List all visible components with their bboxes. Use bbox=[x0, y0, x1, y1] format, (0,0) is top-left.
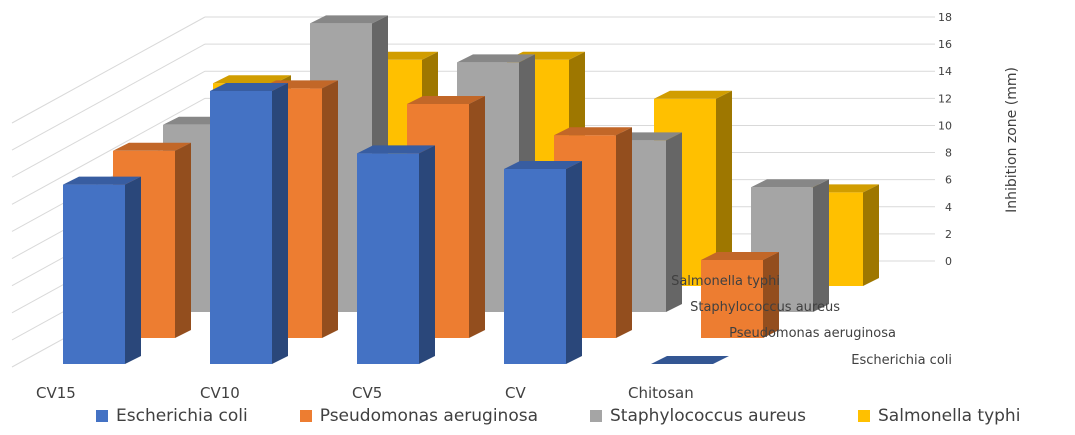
z-tick-label: 4 bbox=[945, 201, 952, 214]
legend-item-pseudomonas-aeruginosa: Pseudomonas aeruginosa bbox=[299, 406, 539, 426]
legend-label: Pseudomonas aeruginosa bbox=[319, 406, 539, 426]
bar-front bbox=[701, 260, 763, 338]
bar bbox=[701, 252, 779, 338]
category-labels: CV15 CV10 CV5 CV Chitosan bbox=[36, 384, 694, 402]
legend-label: Staphylococcus aureus bbox=[610, 406, 807, 426]
bar-side bbox=[716, 90, 732, 286]
bar-front bbox=[210, 91, 272, 364]
bars bbox=[63, 15, 879, 364]
legend-item-salmonella-typhi: Salmonella typhi bbox=[858, 406, 1020, 426]
legend-swatch bbox=[96, 410, 108, 422]
z-axis: 0 2 4 6 8 10 12 14 16 18 bbox=[938, 11, 952, 268]
bar-top bbox=[457, 54, 535, 63]
gridline-side bbox=[11, 97, 206, 205]
bar-side bbox=[272, 83, 288, 364]
bar-side bbox=[863, 184, 879, 286]
z-tick-label: 18 bbox=[938, 11, 952, 24]
bar-top bbox=[701, 252, 779, 260]
bar-side bbox=[616, 127, 632, 338]
bar-top bbox=[651, 356, 729, 364]
bar-top bbox=[654, 90, 732, 99]
bar-front bbox=[504, 169, 566, 364]
bar-side bbox=[175, 142, 191, 338]
z-tick-label: 2 bbox=[945, 228, 952, 241]
bar-top bbox=[751, 179, 829, 188]
bar-top bbox=[357, 145, 435, 154]
bar-top bbox=[210, 83, 288, 91]
legend-item-staphylococcus-aureus: Staphylococcus aureus bbox=[590, 406, 806, 426]
z-tick-label: 16 bbox=[938, 38, 952, 51]
bar-side bbox=[469, 96, 485, 338]
category-label: Chitosan bbox=[628, 384, 694, 402]
gridline-side bbox=[11, 43, 206, 151]
z-tick-label: 6 bbox=[945, 174, 952, 187]
bar-side bbox=[322, 80, 338, 339]
category-label: CV bbox=[505, 384, 526, 402]
category-label: CV5 bbox=[352, 384, 382, 402]
category-label: CV15 bbox=[36, 384, 76, 402]
bar-front bbox=[357, 153, 419, 364]
z-tick-label: 10 bbox=[938, 119, 952, 132]
legend: Escherichia coli Pseudomonas aeruginosa … bbox=[96, 404, 1020, 428]
legend-swatch bbox=[299, 410, 312, 422]
bar-top bbox=[407, 96, 485, 104]
legend-label: Salmonella typhi bbox=[878, 406, 1021, 426]
series-axis-labels: Escherichia coli Pseudomonas aeruginosa St… bbox=[671, 274, 952, 368]
bar bbox=[63, 176, 141, 364]
bar-top bbox=[554, 127, 632, 136]
bar-side bbox=[813, 179, 829, 312]
bar-side bbox=[566, 161, 582, 364]
bar bbox=[504, 161, 582, 364]
gridline-side bbox=[11, 70, 206, 178]
z-tick-label: 14 bbox=[938, 65, 952, 78]
bar-side bbox=[419, 145, 435, 364]
bar-top bbox=[63, 176, 141, 185]
bar-top bbox=[310, 15, 388, 24]
bar-top bbox=[504, 161, 582, 169]
series-axis-label: Staphylococcus aureus bbox=[690, 300, 840, 315]
legend-item-escherichia-coli: Escherichia coli bbox=[96, 406, 248, 426]
bar-side bbox=[763, 252, 779, 338]
legend-swatch bbox=[858, 410, 871, 422]
bar bbox=[651, 356, 729, 364]
bar-top bbox=[113, 142, 191, 151]
z-tick-label: 0 bbox=[945, 255, 952, 268]
series-axis-label: Salmonella typhi bbox=[671, 274, 780, 289]
bar-front bbox=[63, 184, 125, 364]
bar bbox=[357, 145, 435, 364]
z-tick-label: 8 bbox=[945, 147, 952, 160]
legend-label: Escherichia coli bbox=[116, 406, 248, 426]
series-axis-label: Pseudomonas aeruginosa bbox=[729, 326, 896, 341]
z-tick-label: 12 bbox=[938, 92, 952, 105]
bar bbox=[210, 83, 288, 364]
bar-side bbox=[666, 132, 682, 312]
category-label: CV10 bbox=[200, 384, 240, 402]
z-axis-title: Inhibition zone (mm) bbox=[1004, 67, 1020, 213]
series-axis-label: Escherichia coli bbox=[851, 353, 952, 368]
legend-swatch bbox=[590, 410, 603, 422]
bar-top bbox=[213, 75, 291, 84]
gridline-side bbox=[11, 16, 206, 124]
bar-side bbox=[125, 176, 141, 364]
